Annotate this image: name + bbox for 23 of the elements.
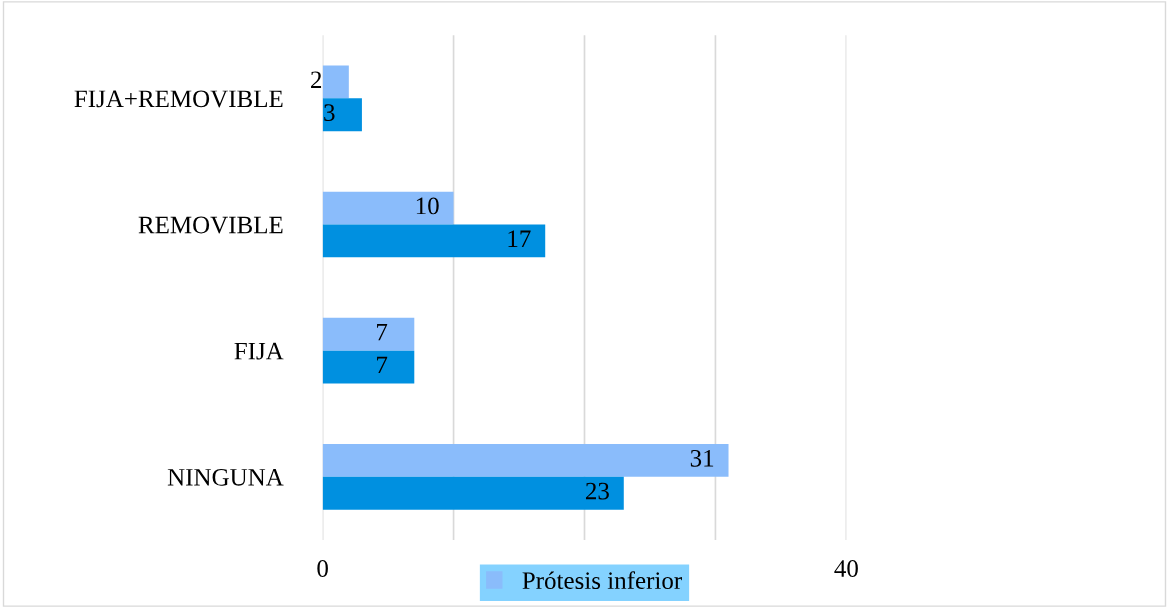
y-tick-label: FIJA+REMOVIBLE bbox=[74, 90, 283, 108]
x-tick-label: 40 bbox=[834, 560, 858, 577]
data-label: 2 bbox=[311, 71, 322, 88]
data-label: 31 bbox=[690, 449, 714, 467]
x-tick-label: 0 bbox=[317, 560, 328, 577]
y-tick-label: REMOVIBLE bbox=[138, 216, 283, 234]
y-tick-label: NINGUNA bbox=[167, 468, 284, 486]
bar bbox=[322, 224, 546, 258]
bar bbox=[322, 476, 624, 510]
data-label: 10 bbox=[416, 197, 439, 215]
y-tick-label: FIJA bbox=[234, 342, 284, 360]
bar bbox=[322, 98, 362, 132]
legend-label: Prótesis inferior bbox=[522, 571, 682, 590]
data-label: 3 bbox=[324, 104, 335, 121]
bar bbox=[322, 65, 349, 99]
bar bbox=[322, 317, 415, 351]
data-label: 7 bbox=[377, 323, 388, 341]
bar bbox=[322, 350, 415, 384]
data-label: 23 bbox=[585, 482, 609, 500]
data-label: 7 bbox=[377, 356, 388, 374]
data-label: 17 bbox=[508, 230, 531, 247]
bar bbox=[322, 191, 454, 225]
bar bbox=[322, 444, 729, 477]
